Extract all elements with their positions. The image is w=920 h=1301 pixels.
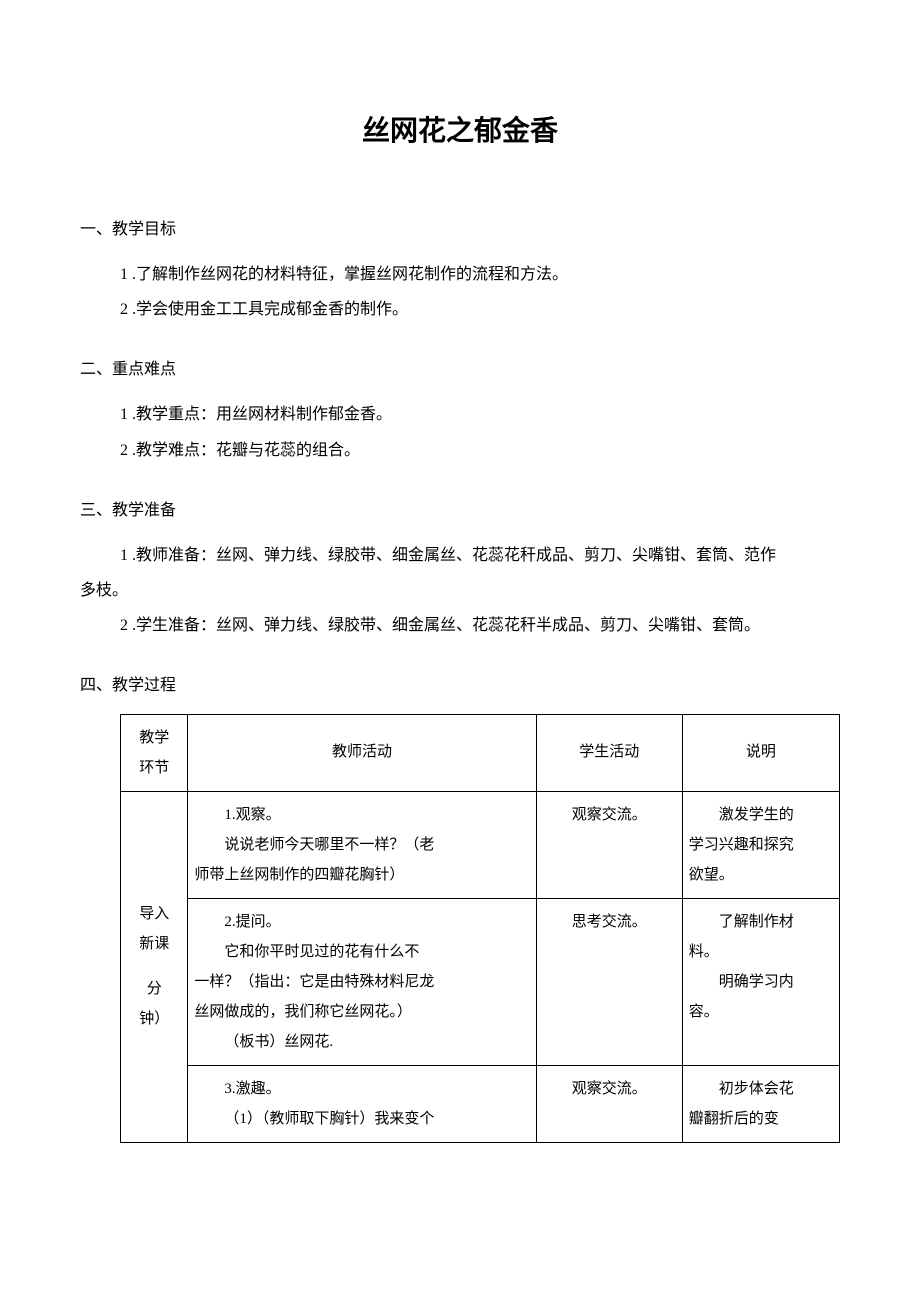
section-objectives: 一、教学目标 1 .了解制作丝网花的材料特征，掌握丝网花制作的流程和方法。 2 … bbox=[80, 212, 840, 328]
keypoint-item-1: 1 .教学重点：用丝网材料制作郁金香。 bbox=[80, 397, 840, 432]
note-3-l1: 初步体会花 bbox=[689, 1074, 833, 1104]
note-cell-1: 激发学生的 学习兴趣和探究 欲望。 bbox=[682, 791, 839, 898]
table-header-row: 教学 环节 教师活动 学生活动 说明 bbox=[121, 714, 840, 791]
heading-process: 四、教学过程 bbox=[80, 668, 840, 703]
stage-spacer bbox=[127, 959, 181, 974]
heading-keypoints: 二、重点难点 bbox=[80, 352, 840, 387]
note-1-l3: 欲望。 bbox=[689, 860, 833, 890]
teacher-1-l2: 说说老师今天哪里不一样？（老 bbox=[194, 830, 529, 860]
student-cell-1: 观察交流。 bbox=[536, 791, 682, 898]
section-process: 四、教学过程 教学 环节 教师活动 学生活动 说明 导入 新课 分 钟） 1.观… bbox=[80, 668, 840, 1142]
note-2-l4: 容。 bbox=[689, 997, 833, 1027]
heading-objectives: 一、教学目标 bbox=[80, 212, 840, 247]
header-note: 说明 bbox=[682, 714, 839, 791]
prep-item-1b: 多枝。 bbox=[80, 573, 840, 608]
teacher-2-l5: （板书）丝网花. bbox=[194, 1027, 529, 1057]
page-title: 丝网花之郁金香 bbox=[80, 100, 840, 162]
section-preparation: 三、教学准备 1 .教师准备：丝网、弹力线、绿胶带、细金属丝、花蕊花秆成品、剪刀… bbox=[80, 493, 840, 644]
teacher-2-l4: 丝网做成的，我们称它丝网花。） bbox=[194, 997, 529, 1027]
note-cell-2: 了解制作材 料。 明确学习内 容。 bbox=[682, 898, 839, 1065]
table-row: 2.提问。 它和你平时见过的花有什么不 一样？（指出：它是由特殊材料尼龙 丝网做… bbox=[121, 898, 840, 1065]
note-cell-3: 初步体会花 瓣翻折后的变 bbox=[682, 1065, 839, 1142]
note-1-l1: 激发学生的 bbox=[689, 800, 833, 830]
teacher-1-l3: 师带上丝网制作的四瓣花胸针） bbox=[194, 860, 529, 890]
header-stage-l2: 环节 bbox=[127, 753, 181, 783]
stage-line-2: 新课 bbox=[127, 929, 181, 959]
stage-line-1: 导入 bbox=[127, 899, 181, 929]
student-cell-2: 思考交流。 bbox=[536, 898, 682, 1065]
stage-cell: 导入 新课 分 钟） bbox=[121, 791, 188, 1142]
teacher-3-l2: （1）（教师取下胸针）我来变个 bbox=[194, 1104, 529, 1134]
keypoint-item-2: 2 .教学难点：花瓣与花蕊的组合。 bbox=[80, 433, 840, 468]
student-3: 观察交流。 bbox=[543, 1074, 676, 1104]
teacher-3-l1: 3.激趣。 bbox=[194, 1074, 529, 1104]
table-row: 导入 新课 分 钟） 1.观察。 说说老师今天哪里不一样？（老 师带上丝网制作的… bbox=[121, 791, 840, 898]
note-2-l2: 料。 bbox=[689, 937, 833, 967]
note-3-l2: 瓣翻折后的变 bbox=[689, 1104, 833, 1134]
header-student: 学生活动 bbox=[536, 714, 682, 791]
teacher-cell-2: 2.提问。 它和你平时见过的花有什么不 一样？（指出：它是由特殊材料尼龙 丝网做… bbox=[188, 898, 536, 1065]
prep-item-1: 1 .教师准备：丝网、弹力线、绿胶带、细金属丝、花蕊花秆成品、剪刀、尖嘴钳、套筒… bbox=[80, 538, 840, 573]
heading-preparation: 三、教学准备 bbox=[80, 493, 840, 528]
teacher-1-l1: 1.观察。 bbox=[194, 800, 529, 830]
teacher-cell-3: 3.激趣。 （1）（教师取下胸针）我来变个 bbox=[188, 1065, 536, 1142]
objective-item-2: 2 .学会使用金工工具完成郁金香的制作。 bbox=[80, 292, 840, 327]
teacher-cell-1: 1.观察。 说说老师今天哪里不一样？（老 师带上丝网制作的四瓣花胸针） bbox=[188, 791, 536, 898]
process-table: 教学 环节 教师活动 学生活动 说明 导入 新课 分 钟） 1.观察。 说说老师… bbox=[120, 714, 840, 1143]
header-stage: 教学 环节 bbox=[121, 714, 188, 791]
teacher-2-l3: 一样？（指出：它是由特殊材料尼龙 bbox=[194, 967, 529, 997]
note-2-l3: 明确学习内 bbox=[689, 967, 833, 997]
student-cell-3: 观察交流。 bbox=[536, 1065, 682, 1142]
objective-item-1: 1 .了解制作丝网花的材料特征，掌握丝网花制作的流程和方法。 bbox=[80, 257, 840, 292]
table-row: 3.激趣。 （1）（教师取下胸针）我来变个 观察交流。 初步体会花 瓣翻折后的变 bbox=[121, 1065, 840, 1142]
note-2-l1: 了解制作材 bbox=[689, 907, 833, 937]
header-stage-l1: 教学 bbox=[127, 723, 181, 753]
teacher-2-l1: 2.提问。 bbox=[194, 907, 529, 937]
teacher-2-l2: 它和你平时见过的花有什么不 bbox=[194, 937, 529, 967]
prep-item-2: 2 .学生准备：丝网、弹力线、绿胶带、细金属丝、花蕊花秆半成品、剪刀、尖嘴钳、套… bbox=[80, 608, 840, 643]
stage-line-5: 钟） bbox=[127, 1004, 181, 1034]
section-keypoints: 二、重点难点 1 .教学重点：用丝网材料制作郁金香。 2 .教学难点：花瓣与花蕊… bbox=[80, 352, 840, 468]
student-1: 观察交流。 bbox=[543, 800, 676, 830]
student-2: 思考交流。 bbox=[543, 907, 676, 937]
stage-line-4: 分 bbox=[127, 974, 181, 1004]
header-teacher: 教师活动 bbox=[188, 714, 536, 791]
note-1-l2: 学习兴趣和探究 bbox=[689, 830, 833, 860]
